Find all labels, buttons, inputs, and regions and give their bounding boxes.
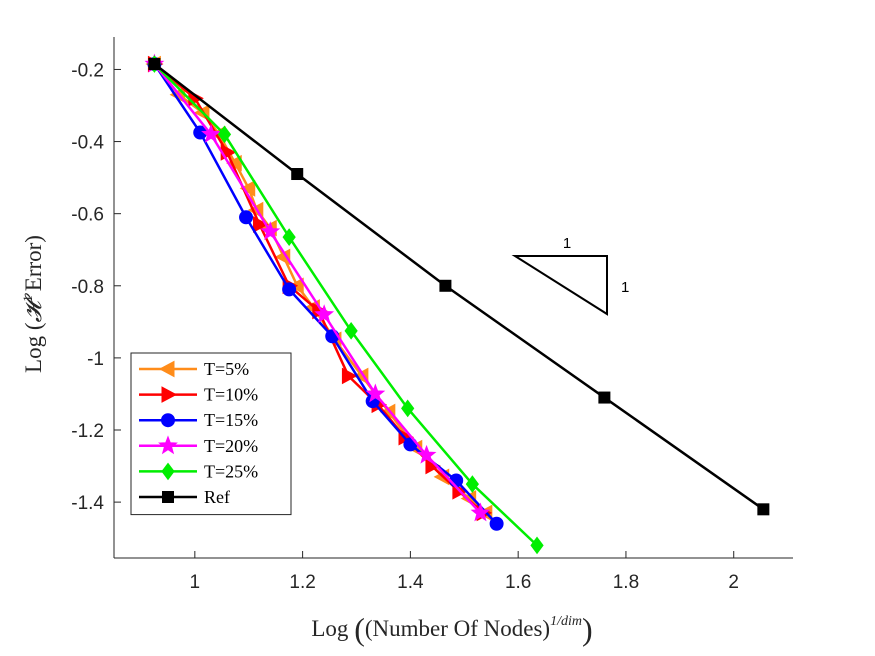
series-ref-marker: [148, 58, 161, 71]
legend-t-5pct-label: T=5%: [204, 359, 249, 379]
series-t-5pct-marker: [239, 180, 256, 197]
legend-t-10pct: T=10%: [139, 385, 258, 405]
x-axis-title-prefix: Log: [311, 616, 349, 641]
y-axis-title: Log (𝓗1Error): [20, 235, 46, 373]
x-tick-label: 2: [728, 572, 739, 593]
legend-ref-label: Ref: [204, 487, 230, 507]
y-axis-title-prefix: Log: [21, 335, 46, 373]
x-axis-title-inner: (Number Of Nodes): [365, 616, 550, 641]
series-t-20pct-marker: [260, 221, 281, 241]
x-tick-label: 1.2: [289, 572, 315, 593]
series-t-5pct-marker: [274, 248, 291, 266]
x-tick-label: 1.6: [505, 572, 531, 593]
series-t-20pct-marker: [365, 383, 386, 403]
x-axis-title-sup: 1/dim: [550, 614, 582, 629]
series-ref: [148, 58, 770, 516]
legend-t-20pct-label: T=20%: [204, 436, 258, 456]
legend-t-10pct-label: T=10%: [204, 385, 258, 405]
slope-triangle: 1 1: [511, 235, 629, 316]
series-layer: [144, 53, 770, 555]
series-t-25pct-marker: [401, 399, 415, 418]
series-t-10pct-line: [153, 63, 484, 514]
series-t-25pct-marker: [282, 228, 296, 246]
legend-t-25pct-label: T=25%: [204, 461, 258, 481]
series-t-25pct-marker: [344, 322, 358, 340]
slope-triangle-vertical-label: 1: [621, 279, 629, 296]
series-t-25pct-marker: [217, 125, 232, 144]
legend-t-10pct-marker: [161, 386, 178, 403]
legend-t-25pct-marker: [161, 462, 175, 481]
series-ref-marker: [757, 503, 770, 516]
x-axis-title-paren-close: ): [582, 611, 593, 647]
y-tick-label: -1: [87, 349, 104, 370]
x-tick-label: 1: [190, 572, 201, 593]
series-t-25pct-marker: [530, 536, 544, 555]
legend-box: [130, 352, 292, 516]
series-ref-marker: [439, 279, 452, 292]
series-t-20pct-marker: [470, 502, 491, 522]
series-ref-marker: [291, 168, 304, 181]
x-axis-title: Log ((Number Of Nodes)1/dim): [311, 611, 592, 647]
legend-ref: Ref: [139, 487, 230, 507]
y-axis-title-paren-open: (: [21, 322, 46, 330]
plot-area: 1 1.2 1.4 1.6 1.8 2 -0.2 -0.4 -0.6 -0.8 -1 -1.2 -1.4: [71, 37, 793, 593]
y-tick-label: -0.6: [71, 205, 104, 226]
legend-t-5pct-marker: [158, 360, 175, 378]
series-ref-marker: [598, 391, 611, 404]
legend-t-5pct: T=5%: [139, 359, 249, 379]
series-t-20pct-marker: [314, 304, 335, 324]
legend-t-20pct: T=20%: [139, 435, 258, 456]
series-t-20pct-marker: [201, 123, 221, 143]
x-tick-label: 1.8: [613, 572, 639, 593]
series-t-15pct: [147, 57, 504, 531]
legend-t-20pct-marker: [158, 435, 178, 455]
series-t-15pct-marker: [239, 210, 254, 225]
x-axis-title-paren-open: (: [354, 611, 365, 647]
y-axis-title-sup: 1: [20, 295, 35, 302]
y-axis-title-paren-close: ): [21, 235, 46, 243]
series-t-10pct-marker: [253, 216, 269, 233]
legend-t-15pct: T=15%: [139, 410, 258, 430]
legend-ref-marker: [162, 491, 174, 503]
series-t-20pct-marker: [416, 444, 437, 464]
series-t-15pct-marker: [489, 516, 504, 531]
series-t-10pct-marker: [341, 367, 358, 385]
y-tick-label: -1.4: [71, 493, 104, 514]
series-t-25pct-marker: [465, 475, 479, 493]
legend-t-15pct-marker: [161, 413, 175, 428]
x-tick-label: 1.4: [397, 572, 424, 593]
y-axis-title-word: Error: [21, 242, 46, 291]
series-t-15pct-marker: [282, 282, 297, 297]
y-tick-label: -0.4: [71, 133, 104, 154]
slope-triangle-shape: [511, 255, 608, 316]
y-tick-label: -0.2: [71, 60, 104, 81]
series-t-20pct: [144, 53, 491, 522]
legend-t-25pct: T=25%: [139, 461, 258, 481]
legend-t-15pct-label: T=15%: [204, 410, 258, 430]
slope-triangle-horizontal-label: 1: [563, 235, 571, 252]
y-tick-label: -1.2: [71, 421, 104, 442]
legend: T=5% T=10% T=15% T=20% T=25% Ref: [130, 352, 292, 516]
y-tick-label: -0.8: [71, 277, 104, 298]
